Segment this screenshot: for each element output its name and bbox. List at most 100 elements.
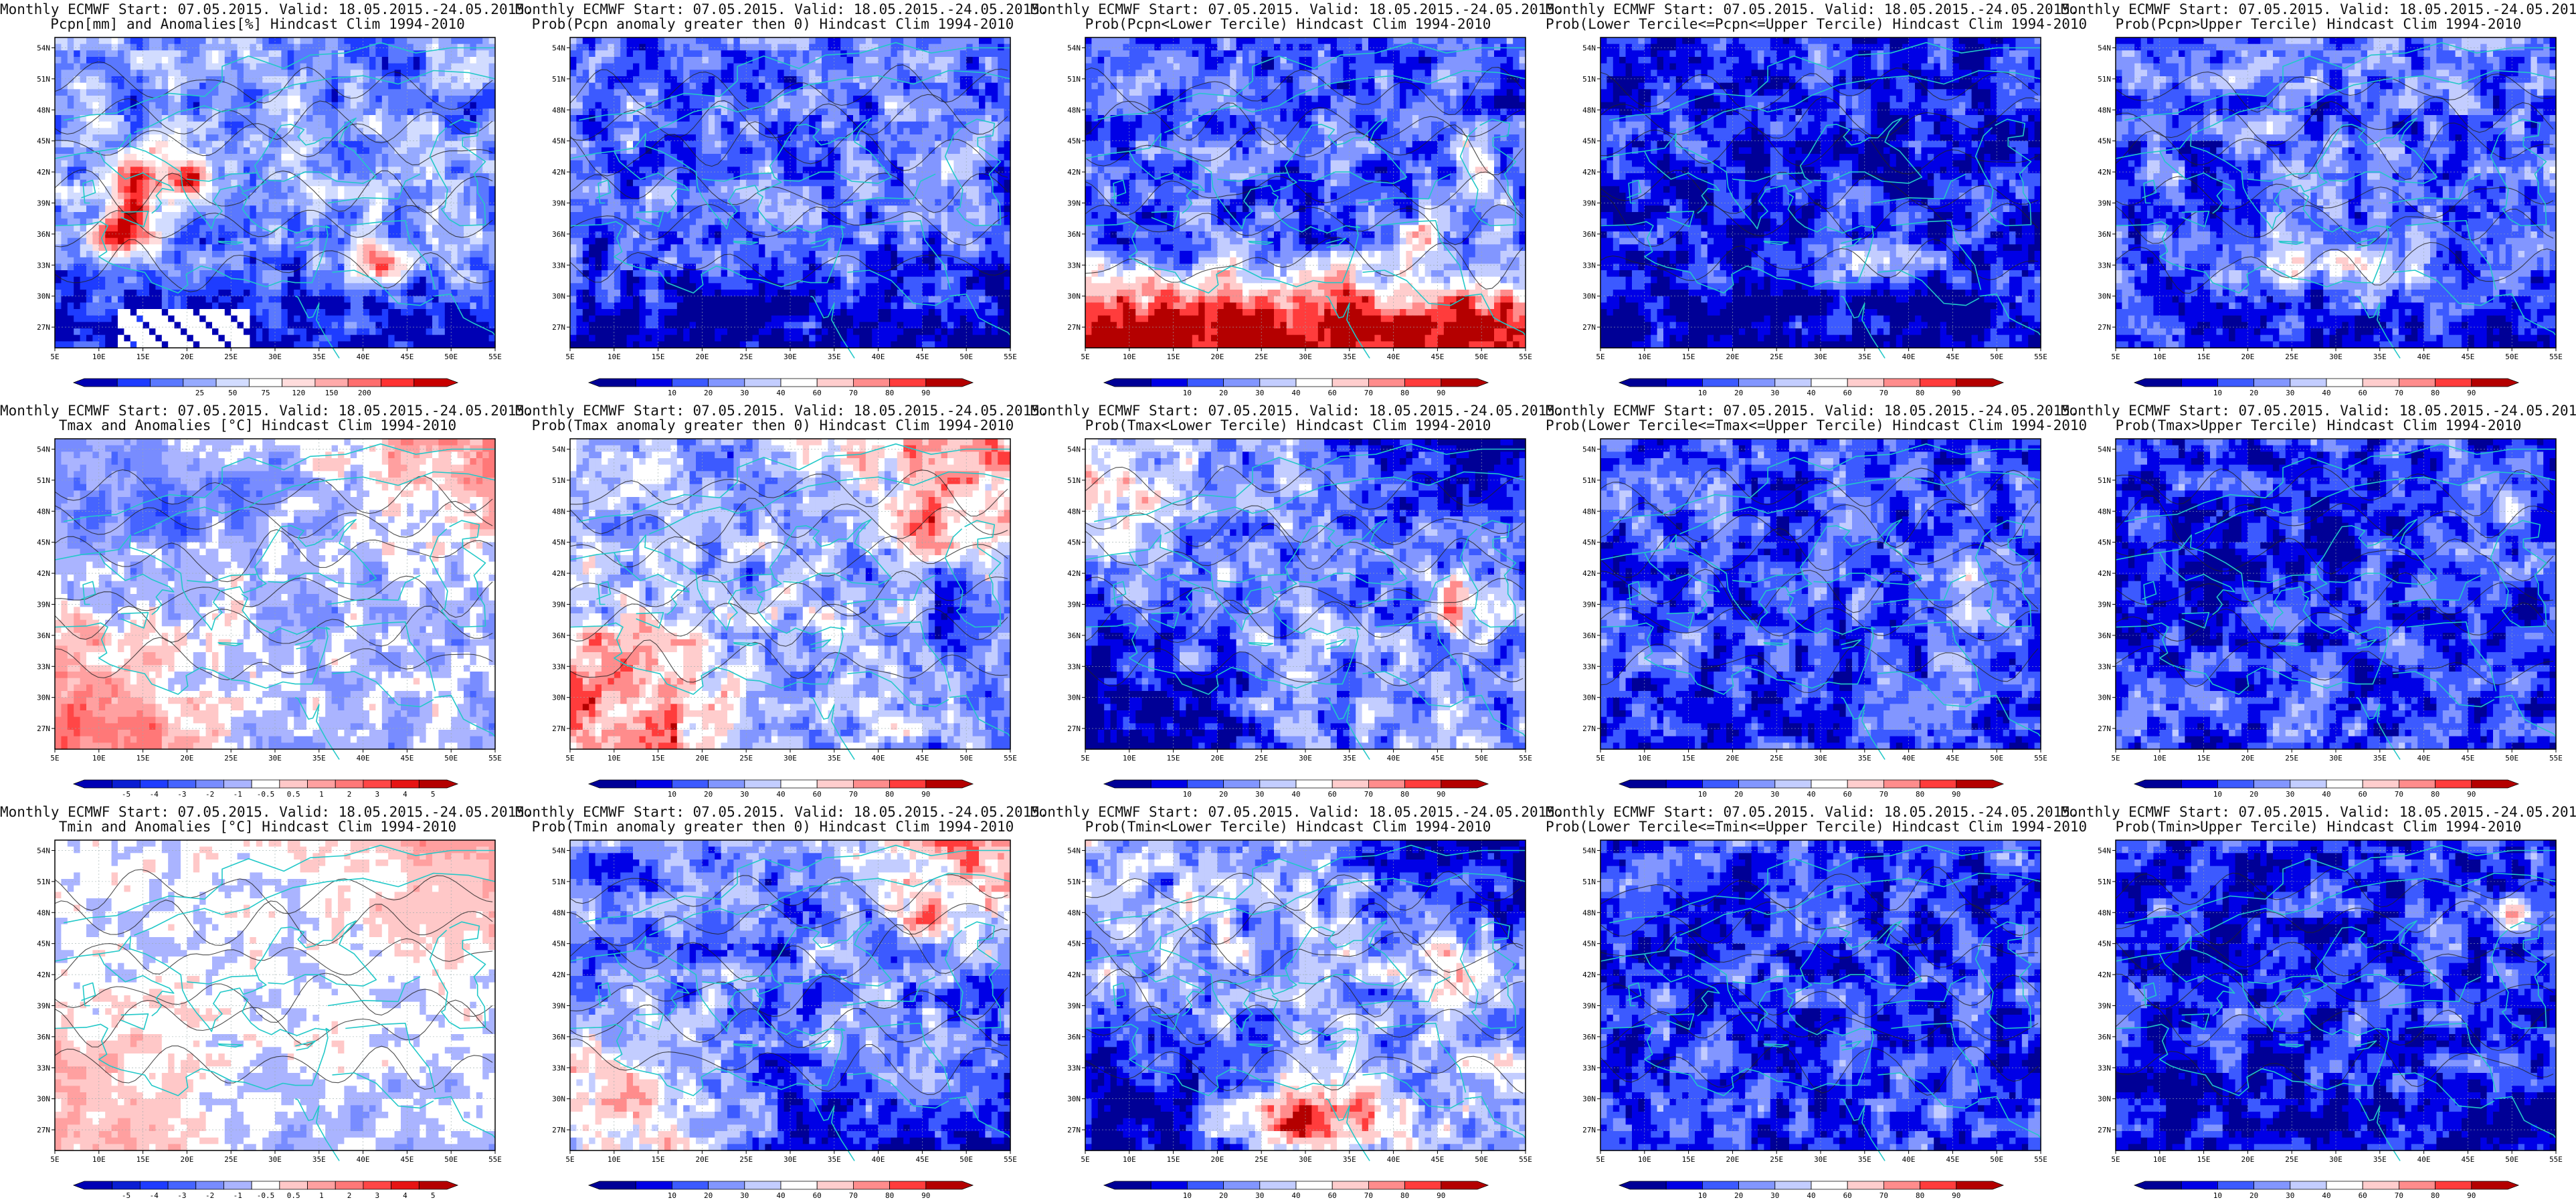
lon-tick-label: 25E xyxy=(224,754,238,763)
lat-tick-label: 39N xyxy=(37,1001,50,1010)
colorbar-segment xyxy=(1150,378,1188,387)
forecast-map: 5E 10E 15E 20E 25E 30E 35E 40E 45E 50E 55E 27N 30N 33… xyxy=(2098,37,2563,361)
lon-tick-label: 45E xyxy=(1431,353,1444,361)
lat-tick-label: 27N xyxy=(1067,724,1081,733)
lat-tick-label: 39N xyxy=(2098,199,2111,207)
lat-tick-label: 54N xyxy=(1582,846,1596,855)
lat-tick-label: 39N xyxy=(1067,600,1081,609)
lon-tick-label: 15E xyxy=(1682,754,1695,763)
forecast-map: 5E 10E 15E 20E 25E 30E 35E 40E 45E 50E 55E 27N 30N 33… xyxy=(1067,438,1532,763)
colorbar-segment xyxy=(1331,378,1369,387)
colorbar-segment xyxy=(1150,1181,1188,1190)
lon-tick-label: 5E xyxy=(2111,1155,2120,1164)
lon-tick-label: 35E xyxy=(2373,353,2387,361)
lon-tick-label: 5E xyxy=(50,754,59,763)
panel-title-line2: Prob(Tmin<Lower Tercile) Hindcast Clim 1… xyxy=(1030,819,1546,835)
lat-tick-label: 54N xyxy=(1067,43,1081,52)
panel-colorbar: 10 20 30 40 60 70 80 90 xyxy=(1618,1181,2005,1200)
lat-tick-label: 33N xyxy=(2098,1064,2111,1072)
lon-tick-label: 55E xyxy=(2034,1155,2047,1164)
lon-tick-label: 20E xyxy=(2241,754,2254,763)
colorbar-segment xyxy=(1738,779,1776,789)
lat-tick-label: 45N xyxy=(2098,137,2111,146)
lat-tick-label: 39N xyxy=(37,199,50,207)
lon-tick-label: 55E xyxy=(488,754,502,763)
lat-tick-label: 36N xyxy=(1582,631,1596,640)
panel-colorbar: 10 20 30 40 60 70 80 90 xyxy=(1103,378,1489,397)
lon-tick-label: 40E xyxy=(2417,754,2431,763)
colorbar-segment xyxy=(2326,1181,2363,1190)
colorbar-segment xyxy=(2471,779,2520,789)
lat-tick-label: 51N xyxy=(552,75,565,84)
lat-tick-label: 42N xyxy=(552,569,565,578)
colorbar-segment xyxy=(2471,1181,2520,1190)
lon-tick-label: 55E xyxy=(488,1155,502,1164)
lat-tick-label: 51N xyxy=(1582,75,1596,84)
colorbar-segment xyxy=(1665,378,1703,387)
lon-tick-label: 15E xyxy=(2197,353,2211,361)
lon-tick-label: 30E xyxy=(1814,353,1827,361)
colorbar-label: 30 xyxy=(1255,1191,1264,1200)
colorbar-segment xyxy=(587,1181,636,1190)
colorbar-segment xyxy=(816,779,854,789)
lon-tick-label: 50E xyxy=(959,1155,973,1164)
lat-tick-label: 39N xyxy=(37,600,50,609)
colorbar-label: 90 xyxy=(2467,790,2476,799)
panel-title-line1: Monthly ECMWF Start: 07.05.2015. Valid: … xyxy=(1546,804,2079,820)
lon-tick-label: 25E xyxy=(1770,353,1783,361)
lon-tick-label: 45E xyxy=(1431,1155,1444,1164)
panel-colorbar: -5 -4 -3 -2 -1 -0.5 0.5 1 2 3 4 5 xyxy=(72,1181,459,1200)
forecast-map: 5E 10E 15E 20E 25E 30E 35E 40E 45E 50E 55E 27N 30N 33… xyxy=(37,839,502,1164)
lat-tick-label: 36N xyxy=(552,631,565,640)
colorbar-label: 70 xyxy=(849,790,858,799)
colorbar-segment xyxy=(1259,378,1297,387)
lat-tick-label: 36N xyxy=(37,1033,50,1041)
colorbar-label: 150 xyxy=(325,389,339,397)
lon-tick-label: 35E xyxy=(312,754,326,763)
colorbar-label: 20 xyxy=(1219,790,1228,799)
lon-tick-label: 30E xyxy=(268,754,282,763)
colorbar-segment xyxy=(1295,1181,1333,1190)
lon-tick-label: 10E xyxy=(2153,1155,2167,1164)
colorbar-segment xyxy=(1847,378,1884,387)
lon-tick-label: 20E xyxy=(180,353,193,361)
colorbar-label: 25 xyxy=(195,389,204,397)
lon-tick-label: 45E xyxy=(2461,353,2474,361)
forecast-panel-pcpn-gt0: Monthly ECMWF Start: 07.05.2015. Valid: … xyxy=(515,0,1048,401)
lat-tick-label: 51N xyxy=(2098,75,2111,84)
lon-tick-label: 50E xyxy=(1990,754,2003,763)
panel-colorbar: 10 20 30 40 60 70 80 90 xyxy=(1103,1181,1489,1200)
colorbar-segment xyxy=(780,1181,818,1190)
colorbar-label: 10 xyxy=(2213,389,2222,397)
lon-tick-label: 15E xyxy=(136,353,150,361)
lon-tick-label: 35E xyxy=(2373,1155,2387,1164)
colorbar-segment xyxy=(744,1181,781,1190)
colorbar-label: 90 xyxy=(1437,389,1445,397)
lat-tick-label: 51N xyxy=(2098,878,2111,886)
lat-tick-label: 45N xyxy=(1582,538,1596,547)
colorbar-segment xyxy=(72,779,113,789)
lon-tick-label: 45E xyxy=(915,1155,929,1164)
colorbar-segment xyxy=(1774,779,1812,789)
lat-tick-label: 54N xyxy=(1067,445,1081,454)
colorbar-segment xyxy=(1331,779,1369,789)
colorbar-segment xyxy=(2133,779,2182,789)
colorbar-label: 60 xyxy=(2359,1191,2367,1200)
lon-tick-label: 55E xyxy=(2549,353,2563,361)
lat-tick-label: 42N xyxy=(1067,569,1081,578)
lon-tick-label: 5E xyxy=(50,1155,59,1164)
colorbar-label: 40 xyxy=(1291,790,1300,799)
colorbar-segment xyxy=(1618,1181,1667,1190)
colorbar-label: 80 xyxy=(2431,790,2440,799)
lon-tick-label: 20E xyxy=(1210,1155,1224,1164)
lon-tick-label: 50E xyxy=(1475,754,1488,763)
lat-tick-label: 48N xyxy=(1067,106,1081,114)
forecast-panel-tmax-gt0: Monthly ECMWF Start: 07.05.2015. Valid: … xyxy=(515,401,1048,803)
colorbar-segment xyxy=(1404,1181,1442,1190)
colorbar-segment xyxy=(1956,779,2005,789)
colorbar-segment xyxy=(1295,779,1333,789)
panel-title-line2: Prob(Tmin>Upper Tercile) Hindcast Clim 1… xyxy=(2061,819,2576,835)
lon-tick-label: 40E xyxy=(357,353,370,361)
lon-tick-label: 55E xyxy=(1004,754,1017,763)
